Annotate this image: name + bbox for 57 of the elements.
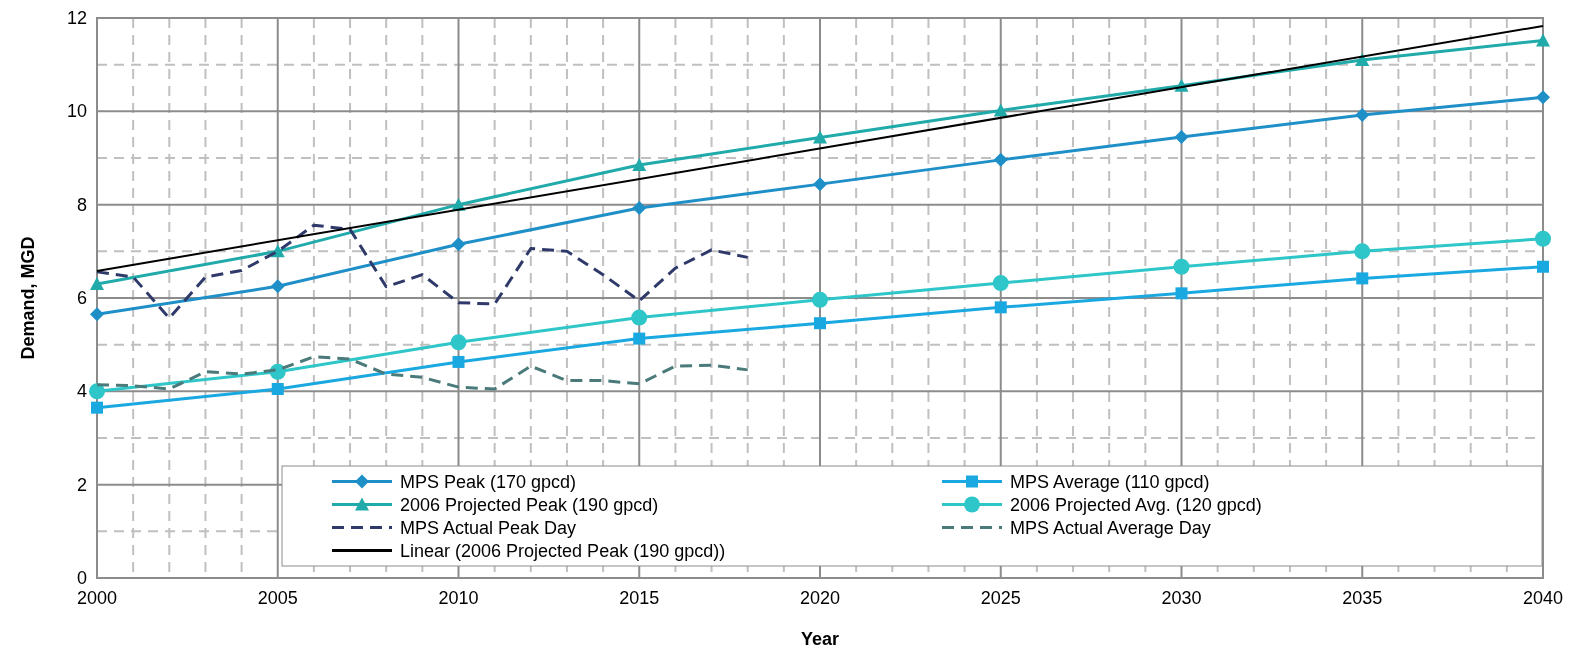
point [451, 237, 466, 252]
legend-label: MPS Actual Average Day [1010, 517, 1211, 538]
point [1174, 130, 1189, 144]
y-tick-label: 10 [66, 101, 87, 122]
point [270, 279, 285, 294]
point [813, 130, 827, 144]
point [1355, 108, 1370, 123]
point [813, 177, 827, 192]
point [452, 355, 465, 368]
point [814, 317, 826, 330]
x-tick-label: 2025 [980, 588, 1021, 608]
point [1175, 287, 1188, 300]
point [994, 301, 1007, 314]
x-tick-label: 2005 [257, 588, 298, 608]
point [271, 383, 284, 395]
legend-label: MPS Average (110 gpcd) [1010, 471, 1210, 492]
point [1354, 243, 1371, 260]
point [632, 158, 647, 171]
point [90, 307, 104, 322]
point [1356, 272, 1369, 285]
y-tick-label: 2 [76, 474, 87, 495]
x-tick-label: 2010 [438, 588, 479, 608]
x-axis-title: Year [800, 629, 840, 649]
legend-label: 2006 Projected Peak (190 gpcd) [400, 494, 659, 515]
y-tick-label: 12 [66, 8, 87, 28]
point [1355, 53, 1370, 66]
point [633, 332, 646, 345]
point [1537, 260, 1549, 273]
point [90, 277, 104, 290]
point [993, 152, 1008, 167]
x-tick-label: 2035 [1342, 588, 1383, 608]
x-tick-label: 2020 [799, 588, 841, 608]
point [993, 103, 1008, 117]
legend-label: Linear (2006 Projected Peak (190 gpcd)) [400, 540, 726, 561]
legend-label: MPS Peak (170 gpcd) [400, 471, 577, 492]
x-tick-label: 2030 [1161, 588, 1202, 608]
point [1535, 230, 1551, 247]
point [812, 291, 828, 308]
legend-label: MPS Actual Peak Day [400, 517, 577, 538]
point [631, 309, 648, 326]
point [89, 383, 105, 400]
y-tick-label: 0 [76, 568, 87, 588]
y-tick-label: 6 [76, 288, 87, 308]
x-tick-label: 2000 [76, 588, 118, 608]
legend-label: 2006 Projected Avg. (120 gpcd) [1010, 494, 1262, 515]
point [450, 334, 467, 351]
y-axis-title: Demand, MGD [18, 236, 38, 360]
point [1536, 33, 1550, 47]
y-tick-label: 4 [76, 381, 87, 402]
y-tick-label: 8 [76, 194, 87, 215]
point [632, 200, 647, 215]
point [1173, 258, 1190, 275]
point [91, 401, 103, 414]
point [1536, 90, 1550, 105]
x-tick-label: 2040 [1522, 588, 1564, 608]
x-tick-label: 2015 [619, 588, 660, 608]
point [992, 275, 1009, 292]
